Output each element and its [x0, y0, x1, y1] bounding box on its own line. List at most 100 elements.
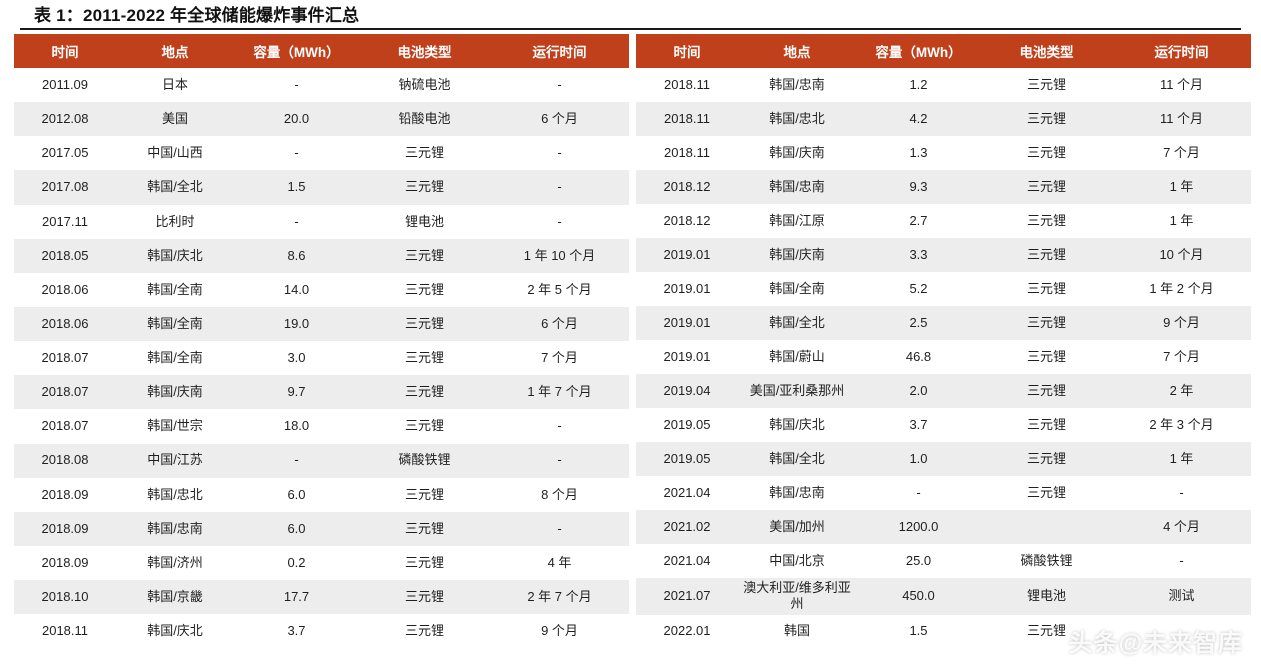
cell-capacity: 2.5: [856, 306, 981, 340]
cell-time: 2018.07: [14, 375, 116, 410]
cell-capacity: 1.0: [856, 442, 981, 476]
cell-runtime: 7 个月: [1112, 136, 1251, 170]
cell-capacity: 46.8: [856, 340, 981, 374]
cell-capacity: -: [234, 443, 359, 478]
cell-capacity: 0.2: [234, 545, 359, 581]
table-row: 2018.11 韩国/忠北 4.2 三元锂 11 个月: [636, 102, 1251, 136]
cell-battery-type: 钠硫电池: [359, 68, 490, 103]
cell-capacity: -: [234, 68, 359, 103]
table-row: 2012.08 美国 20.0 铅酸电池 6 个月: [14, 102, 629, 137]
cell-battery-type: 磷酸铁锂: [359, 443, 490, 478]
cell-location: 韩国/全南: [116, 306, 234, 342]
cell-battery-type: 三元锂: [981, 136, 1112, 170]
cell-capacity: 3.0: [234, 341, 359, 376]
cell-location: 韩国/全北: [738, 306, 856, 340]
cell-battery-type: 三元锂: [981, 408, 1112, 442]
cell-capacity: 6.0: [234, 511, 359, 546]
cell-location: 韩国/世宗: [116, 409, 234, 444]
cell-capacity: 8.6: [234, 238, 359, 273]
cell-location: 比利时: [116, 204, 234, 239]
cell-location: 韩国/庆北: [116, 614, 234, 649]
cell-battery-type: 三元锂: [981, 68, 1112, 102]
cell-capacity: 450.0: [856, 578, 981, 615]
table-row: 2018.07 韩国/世宗 18.0 三元锂 -: [14, 409, 629, 444]
header-row: 时间 地点 容量（MWh） 电池类型 运行时间: [14, 34, 629, 68]
cell-location: 韩国/忠北: [116, 477, 234, 512]
cell-runtime: -: [1112, 544, 1251, 578]
table-header-left: 时间 地点 容量（MWh） 电池类型 运行时间: [14, 34, 629, 68]
table-row: 2021.02 美国/加州 1200.0 4 个月: [636, 510, 1251, 544]
column-header-battery-type: 电池类型: [981, 34, 1112, 68]
cell-time: 2012.08: [14, 102, 116, 137]
table-row: 2018.11 韩国/庆北 3.7 三元锂 9 个月: [14, 614, 629, 649]
cell-battery-type: 锂电池: [981, 578, 1112, 615]
table-row: 2021.04 中国/北京 25.0 磷酸铁锂 -: [636, 544, 1251, 578]
table-row: 2018.11 韩国/忠南 1.2 三元锂 11 个月: [636, 68, 1251, 102]
cell-battery-type: 三元锂: [359, 614, 490, 649]
cell-location: 韩国/忠南: [738, 170, 856, 204]
table-body-right: 2018.11 韩国/忠南 1.2 三元锂 11 个月 2018.11 韩国/忠北 4.2 三元…: [636, 68, 1251, 649]
cell-capacity: 1200.0: [856, 510, 981, 544]
cell-time: 2019.04: [636, 374, 738, 408]
table-row: 2019.05 韩国/全北 1.0 三元锂 1 年: [636, 442, 1251, 476]
cell-capacity: -: [234, 204, 359, 239]
cell-time: 2019.05: [636, 442, 738, 476]
cell-runtime: 4 年: [490, 545, 629, 581]
cell-runtime: -: [490, 170, 629, 205]
cell-time: 2018.09: [14, 477, 116, 512]
column-header-battery-type: 电池类型: [359, 34, 490, 68]
tables-container: 时间 地点 容量（MWh） 电池类型 运行时间 2011.09 日本 - 钠硫电池 -2…: [14, 34, 1251, 649]
cell-time: 2019.01: [636, 272, 738, 306]
cell-time: 2017.11: [14, 204, 116, 239]
cell-runtime: -: [1112, 476, 1251, 510]
cell-location: 韩国/全南: [116, 272, 234, 307]
cell-capacity: 1.3: [856, 136, 981, 170]
cell-location: 澳大利亚/维多利亚州: [738, 578, 856, 615]
column-header-location: 地点: [738, 34, 856, 68]
cell-battery-type: 三元锂: [981, 476, 1112, 510]
cell-runtime: 8 个月: [490, 477, 629, 512]
cell-time: 2018.12: [636, 204, 738, 238]
column-header-location: 地点: [116, 34, 234, 68]
cell-runtime: -: [490, 136, 629, 171]
cell-runtime: [1112, 614, 1251, 649]
cell-time: 2018.10: [14, 580, 116, 615]
table-row: 2018.05 韩国/庆北 8.6 三元锂 1 年 10 个月: [14, 238, 629, 273]
cell-runtime: 1 年 10 个月: [490, 238, 629, 273]
cell-runtime: -: [490, 204, 629, 239]
cell-capacity: 1.5: [856, 614, 981, 649]
cell-battery-type: 三元锂: [359, 238, 490, 273]
cell-time: 2021.07: [636, 578, 738, 615]
cell-battery-type: 铅酸电池: [359, 102, 490, 137]
table-row: 2011.09 日本 - 钠硫电池 -: [14, 68, 629, 103]
table-row: 2018.12 韩国/忠南 9.3 三元锂 1 年: [636, 170, 1251, 204]
cell-location: 中国/北京: [738, 544, 856, 578]
cell-capacity: 25.0: [856, 544, 981, 578]
cell-capacity: 2.0: [856, 374, 981, 408]
cell-runtime: 11 个月: [1112, 102, 1251, 136]
cell-time: 2019.01: [636, 306, 738, 340]
table-body-left: 2011.09 日本 - 钠硫电池 -2012.08 美国 20.0 铅酸电池 6 个月 2017…: [14, 68, 629, 649]
cell-runtime: 9 个月: [1112, 306, 1251, 340]
cell-location: 韩国/忠南: [738, 68, 856, 102]
column-header-capacity: 容量（MWh）: [856, 34, 981, 68]
cell-battery-type: 三元锂: [359, 170, 490, 205]
cell-location: 美国: [116, 102, 234, 137]
cell-battery-type: 三元锂: [359, 272, 490, 307]
cell-battery-type: 三元锂: [981, 340, 1112, 374]
cell-battery-type: 三元锂: [981, 102, 1112, 136]
table-row: 2018.08 中国/江苏 - 磷酸铁锂 -: [14, 443, 629, 478]
cell-time: 2017.08: [14, 170, 116, 205]
cell-runtime: -: [490, 409, 629, 444]
cell-capacity: 1.5: [234, 170, 359, 205]
cell-time: 2019.01: [636, 238, 738, 272]
cell-time: 2021.04: [636, 544, 738, 578]
cell-time: 2021.02: [636, 510, 738, 544]
table-row: 2019.04 美国/亚利桑那州 2.0 三元锂 2 年: [636, 374, 1251, 408]
cell-location: 韩国/江原: [738, 204, 856, 238]
cell-battery-type: 三元锂: [981, 374, 1112, 408]
cell-time: 2022.01: [636, 614, 738, 649]
cell-battery-type: 三元锂: [981, 442, 1112, 476]
table-header-right: 时间 地点 容量（MWh） 电池类型 运行时间: [636, 34, 1251, 68]
cell-battery-type: 三元锂: [359, 477, 490, 512]
